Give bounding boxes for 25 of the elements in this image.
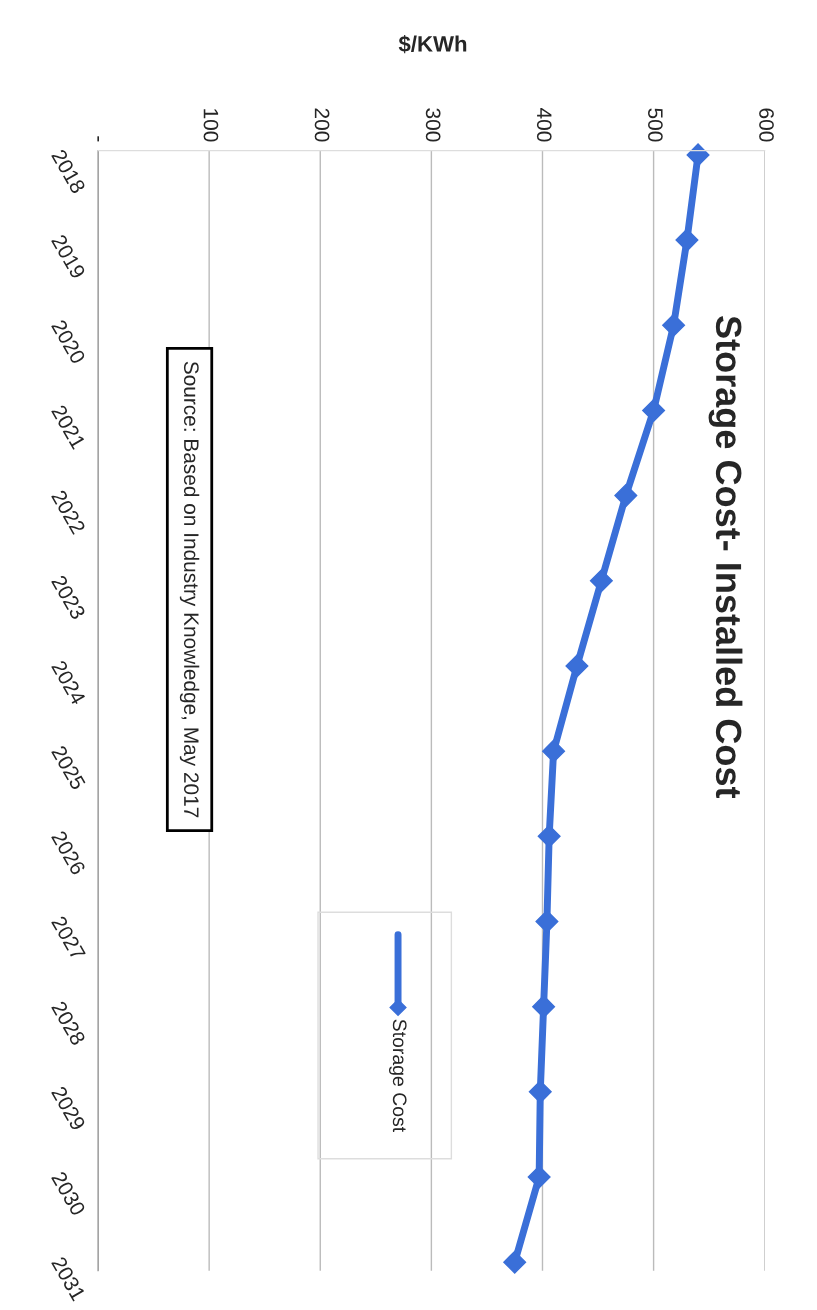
annotation: Source: Based on Industry Knowledge, May 2017	[179, 361, 200, 818]
point	[614, 484, 638, 508]
point	[532, 995, 556, 1019]
point	[589, 569, 613, 593]
x-tick-label: -	[97, 136, 99, 142]
point	[642, 398, 666, 422]
text: Storage Cost- Installed Cost	[708, 316, 743, 799]
point	[528, 1080, 552, 1104]
point	[503, 1250, 527, 1274]
point	[662, 313, 686, 337]
y-axis-title: $/KWh	[398, 35, 467, 54]
legend-label: Storage Cost	[388, 1019, 407, 1133]
x-tick-label: 400	[536, 108, 552, 142]
x-tick-label: 600	[759, 108, 774, 142]
point	[565, 654, 589, 678]
point	[537, 824, 561, 848]
x-tick-label: 500	[648, 108, 663, 142]
x-tick-label: 200	[314, 108, 330, 142]
point	[542, 739, 566, 763]
x-tick-label: 300	[425, 108, 441, 142]
point	[535, 909, 559, 933]
x-tick-label: 100	[203, 109, 219, 142]
point	[527, 1165, 551, 1189]
point	[675, 228, 699, 252]
point	[686, 143, 710, 167]
